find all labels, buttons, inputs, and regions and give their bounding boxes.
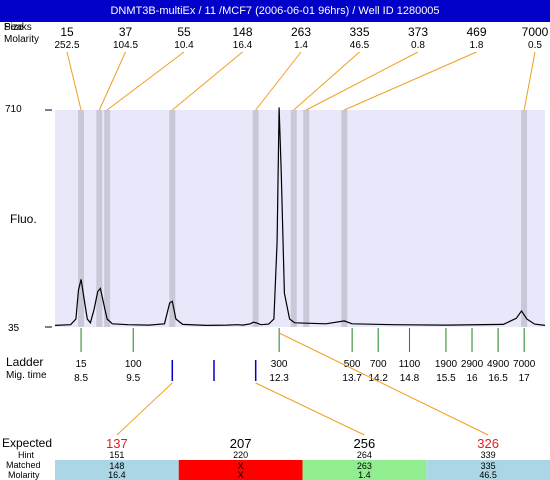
peak-leader-line <box>306 51 419 111</box>
peak-size-label: 37 <box>119 25 133 39</box>
ladder-time-label: 8.5 <box>74 373 88 384</box>
ladder-size-label: 2900 <box>461 359 484 370</box>
ladder-size-label: 15 <box>76 359 88 370</box>
expected-leader-line <box>278 332 489 436</box>
expected-size: 207 <box>230 436 252 451</box>
peak-leader-line <box>171 51 243 111</box>
ladder-size-label: 1100 <box>399 359 421 370</box>
y-min-tick: 35 <box>8 323 20 334</box>
peak-molarity-label: 104.5 <box>113 40 138 51</box>
peak-leader-line <box>523 51 536 111</box>
matched-cell <box>178 460 303 480</box>
expected-size: 256 <box>354 436 376 451</box>
expected-leader-line <box>255 382 365 436</box>
peak-size-label: 263 <box>291 25 311 39</box>
y-max-tick: 710 <box>5 104 22 115</box>
hint-size: 220 <box>233 450 248 460</box>
peak-size-label: 335 <box>349 25 369 39</box>
ladder-time-label: 16.5 <box>488 373 508 384</box>
hint-row-label: Hint <box>18 450 35 460</box>
peak-molarity-label: 46.5 <box>350 40 370 51</box>
ladder-time-label: 16 <box>466 373 478 384</box>
matched-molarity: 46.5 <box>479 470 497 480</box>
ladder-time-label: 14.2 <box>368 373 388 384</box>
ladder-size-label: 300 <box>271 359 288 370</box>
ladder-size-label: 7000 <box>513 359 536 370</box>
peak-size-label: 373 <box>408 25 428 39</box>
peak-band <box>341 110 348 327</box>
ladder-size-label: 100 <box>125 359 142 370</box>
peaks-row-label: Peaks <box>4 22 32 33</box>
matched-molarity: X <box>238 470 244 480</box>
ladder-time-label: 15.5 <box>436 373 456 384</box>
y-axis-label: Fluo. <box>10 212 37 226</box>
expected-size: 326 <box>477 436 499 451</box>
matched-molarity: 16.4 <box>108 470 126 480</box>
peak-leader-line <box>106 51 185 111</box>
matched-cell <box>426 460 550 480</box>
fluorescence-trace <box>54 107 546 327</box>
peak-size-label: 7000 <box>522 25 549 39</box>
ladder-size-label: 500 <box>344 359 361 370</box>
hint-size: 151 <box>109 450 124 460</box>
matched-size: 335 <box>481 461 496 471</box>
peak-leader-line <box>344 51 477 111</box>
peak-band <box>303 110 310 327</box>
peak-size-label: 469 <box>466 25 486 39</box>
ladder-size-label: 700 <box>370 359 387 370</box>
ladder-time-label: 9.5 <box>126 373 140 384</box>
peak-band <box>252 110 259 327</box>
mig-time-row-label: Mig. time <box>6 370 47 381</box>
peak-size-label: 148 <box>232 25 252 39</box>
expected-row-label: Expected <box>2 436 53 450</box>
peak-molarity-label: 0.5 <box>528 40 542 51</box>
matched-size: 263 <box>357 461 372 471</box>
size-row-label: Size <box>4 22 24 33</box>
ladder-time-label: 12.3 <box>269 373 289 384</box>
molarity-bottom-row-label: Molarity <box>8 470 40 480</box>
matched-cell <box>55 460 179 480</box>
expected-leader-line <box>116 382 173 436</box>
peak-molarity-label: 16.4 <box>233 40 253 51</box>
ladder-row-label: Ladder <box>6 355 44 369</box>
hint-size: 264 <box>357 450 372 460</box>
peak-band <box>104 110 111 327</box>
chart-title: DNMT3B-multiEx / 11 /MCF7 (2006-06-01 96… <box>0 0 550 22</box>
peak-molarity-label: 10.4 <box>174 40 194 51</box>
peak-leader-line <box>98 51 126 111</box>
ladder-time-label: 13.7 <box>342 373 362 384</box>
peak-leader-line <box>293 51 360 111</box>
peak-molarity-label: 0.8 <box>411 40 425 51</box>
matched-molarity: 1.4 <box>358 470 371 480</box>
expected-size: 137 <box>106 436 128 451</box>
molarity-row-label: Molarity <box>4 34 40 45</box>
peak-size-label: 15 <box>60 25 74 39</box>
hint-size: 339 <box>481 450 496 460</box>
peak-leader-line <box>255 51 302 111</box>
peak-band <box>169 110 176 327</box>
peak-molarity-label: 1.4 <box>294 40 308 51</box>
ladder-size-label: 4900 <box>487 359 510 370</box>
peak-size-label: 55 <box>177 25 191 39</box>
matched-size: 148 <box>109 461 124 471</box>
peak-molarity-label: 1.8 <box>470 40 484 51</box>
peak-band <box>78 110 85 327</box>
peak-molarity-label: 252.5 <box>54 40 79 51</box>
peak-band <box>290 110 297 327</box>
matched-cell <box>302 460 427 480</box>
peak-leader-line <box>66 51 82 111</box>
peak-band <box>521 110 528 327</box>
ladder-size-label: 1900 <box>435 359 458 370</box>
matched-row-label: Matched <box>6 460 41 470</box>
ladder-time-label: 17 <box>519 373 531 384</box>
plot-area <box>55 110 545 327</box>
ladder-time-label: 14.8 <box>400 373 420 384</box>
peak-band <box>96 110 103 327</box>
matched-size: X <box>238 461 244 471</box>
